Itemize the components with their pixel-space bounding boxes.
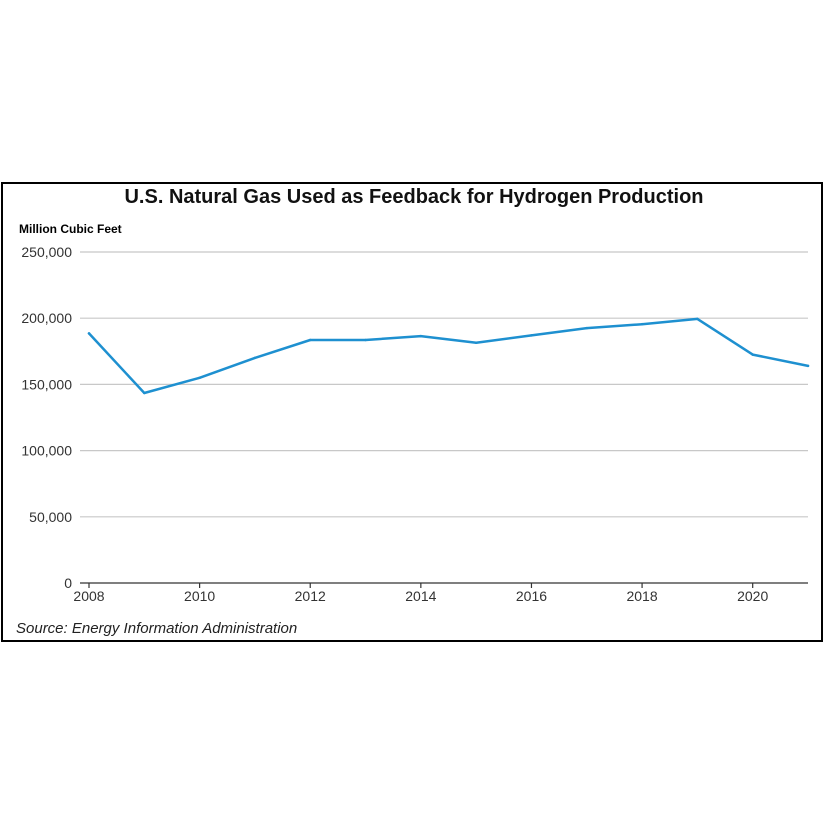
data-point <box>419 334 423 338</box>
y-tick-label: 50,000 <box>29 509 72 525</box>
x-tick-label: 2018 <box>626 588 657 604</box>
x-tick-label: 2016 <box>516 588 547 604</box>
chart-frame <box>1 182 823 642</box>
data-point <box>696 317 699 321</box>
data-point <box>198 376 201 380</box>
tick-labels: 0 50,000 100,000 150,000 200,000 250,000 2008 2… <box>21 244 768 604</box>
axes <box>80 582 808 588</box>
series-line <box>87 317 810 395</box>
data-point <box>474 341 478 344</box>
data-point <box>253 356 257 360</box>
y-axis-label: Million Cubic Feet <box>19 222 122 236</box>
data-point <box>806 364 810 368</box>
y-tick-label: 150,000 <box>21 376 72 392</box>
source-note: Source: Energy Information Administratio… <box>16 620 298 637</box>
x-tick-label: 2008 <box>73 588 104 604</box>
data-point <box>585 326 589 330</box>
y-tick-label: 0 <box>64 575 72 591</box>
x-tick-label: 2010 <box>184 588 215 604</box>
data-point <box>87 332 91 335</box>
x-tick-label: 2020 <box>737 588 768 604</box>
x-tick-label: 2012 <box>295 588 326 604</box>
y-tick-label: 100,000 <box>21 443 72 459</box>
y-tick-label: 200,000 <box>21 310 72 326</box>
x-tick-label: 2014 <box>405 588 436 604</box>
data-point <box>308 338 312 342</box>
data-point <box>364 338 367 342</box>
gridlines <box>80 251 808 518</box>
data-point <box>530 334 533 337</box>
data-point <box>143 391 146 395</box>
chart-title: U.S. Natural Gas Used as Feedback for Hy… <box>124 186 704 208</box>
data-point <box>751 353 754 356</box>
y-tick-label: 250,000 <box>21 244 72 260</box>
data-point <box>640 322 644 326</box>
series <box>87 317 810 395</box>
